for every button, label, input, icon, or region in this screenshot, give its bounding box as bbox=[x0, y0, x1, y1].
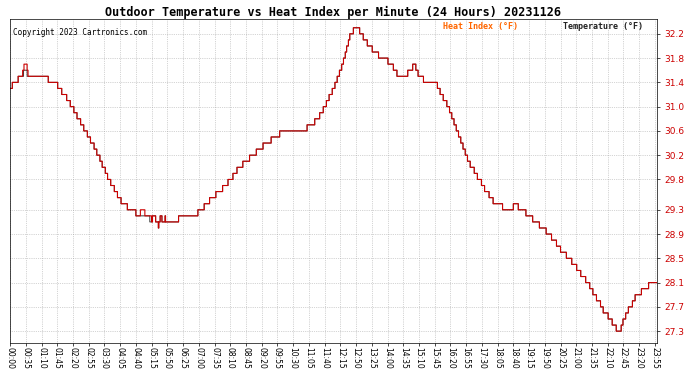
Text: Heat Index (°F): Heat Index (°F) bbox=[443, 22, 518, 31]
Text: Temperature (°F): Temperature (°F) bbox=[563, 22, 643, 31]
Title: Outdoor Temperature vs Heat Index per Minute (24 Hours) 20231126: Outdoor Temperature vs Heat Index per Mi… bbox=[106, 6, 562, 19]
Text: Copyright 2023 Cartronics.com: Copyright 2023 Cartronics.com bbox=[13, 28, 148, 38]
